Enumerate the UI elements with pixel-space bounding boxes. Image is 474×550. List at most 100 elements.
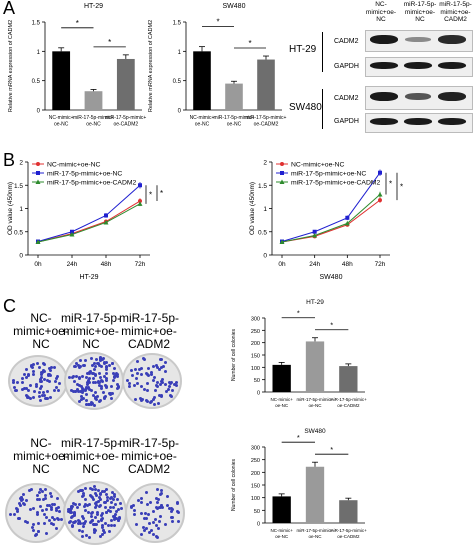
category-label: oe-CADM2 xyxy=(113,122,138,128)
band-cadm2-ht29-3 xyxy=(438,35,466,44)
colony-dot xyxy=(99,491,103,495)
colony-dot xyxy=(40,372,44,376)
colony-dot xyxy=(44,487,48,491)
colony-dot xyxy=(25,498,29,502)
colony-dot xyxy=(116,375,120,379)
colony-dot xyxy=(92,531,96,535)
colony-dot xyxy=(58,382,62,385)
colony-dot xyxy=(139,532,143,536)
colony-dot xyxy=(134,376,138,380)
colony-dot xyxy=(104,487,108,491)
colony-dot xyxy=(82,504,86,508)
category-label: miR-17-5p-mimic+ xyxy=(330,528,367,533)
colony-dot xyxy=(103,506,107,510)
colony-dot xyxy=(16,509,20,513)
dish-label-sw480-2: miR-17-5p-mimic+oe-NC xyxy=(60,436,121,476)
colony-dish-sw480-nc xyxy=(5,483,67,543)
colony-dot xyxy=(142,528,146,532)
bar xyxy=(339,366,358,392)
colony-dot xyxy=(140,500,144,504)
legend-marker xyxy=(280,171,284,175)
legend-marker xyxy=(36,171,40,175)
colony-dot xyxy=(20,376,24,380)
colony-dot xyxy=(39,376,43,380)
colony-dot xyxy=(91,495,95,499)
colony-dot xyxy=(91,511,95,515)
colony-dot xyxy=(98,503,102,507)
colony-dot xyxy=(93,380,97,384)
colony-dot xyxy=(56,374,60,378)
colony-dot xyxy=(152,378,156,382)
y-tick-label: 1 xyxy=(19,206,23,213)
colony-dot xyxy=(84,376,88,380)
colony-dot xyxy=(152,397,156,401)
colony-dot xyxy=(39,386,43,390)
colony-dot xyxy=(100,513,104,517)
colony-dot xyxy=(32,528,36,532)
colony-dot xyxy=(77,390,81,394)
bar xyxy=(272,496,291,523)
colony-dot xyxy=(98,371,102,375)
colony-dot xyxy=(105,386,109,390)
chart-b1-ht29-od: 0 0.5 1 1.5 2 0h 24h 48h 72h HT-29 OD value (450nm… xyxy=(7,160,163,282)
colony-dot xyxy=(100,532,104,536)
colony-dot xyxy=(49,491,53,495)
panel-label-c: C xyxy=(3,296,16,316)
colony-dot xyxy=(110,362,114,366)
colony-dot xyxy=(139,367,143,371)
blot-row-cadm2-ht29: CADM2 xyxy=(334,38,359,45)
colony-dish-sw480-mir xyxy=(63,481,127,545)
bar xyxy=(84,91,103,110)
colony-dot xyxy=(41,371,45,375)
dish-label-sw480-3: miR-17-5p-mimic+oe-CADM2 xyxy=(118,436,179,476)
colony-dot xyxy=(95,513,99,517)
colony-dot xyxy=(114,513,118,517)
colony-dot xyxy=(20,380,24,384)
y-tick-label: 50 xyxy=(254,509,260,515)
colony-dot xyxy=(91,363,95,367)
colony-dot xyxy=(155,383,159,387)
colony-dot xyxy=(144,399,148,403)
colony-dot xyxy=(81,397,85,401)
band-cadm2-ht29-1 xyxy=(370,35,398,44)
colony-dot xyxy=(88,520,92,524)
colony-dot xyxy=(95,522,99,526)
colony-dot xyxy=(80,395,84,399)
colony-dot xyxy=(87,381,91,385)
colony-dot xyxy=(82,363,86,367)
colony-dot xyxy=(101,525,105,529)
colony-dot xyxy=(154,534,158,538)
colony-dot xyxy=(69,388,73,392)
colony-dot xyxy=(148,401,152,404)
colony-dot xyxy=(57,509,61,513)
colony-dot xyxy=(169,506,173,510)
colony-dot xyxy=(98,375,102,379)
series-line xyxy=(37,200,141,243)
colony-dot xyxy=(103,531,107,535)
colony-dot xyxy=(170,388,174,392)
colony-dot xyxy=(170,510,174,514)
colony-dot xyxy=(24,394,28,398)
y-tick-label: 150 xyxy=(251,354,260,360)
colony-dot xyxy=(77,528,81,532)
colony-dot xyxy=(27,489,31,493)
panel-label-a: A xyxy=(3,0,16,18)
significance-star: * xyxy=(400,182,403,191)
colony-dot xyxy=(12,512,16,516)
colony-dot xyxy=(79,522,83,526)
colony-dot xyxy=(55,509,59,513)
colony-dot xyxy=(88,370,92,374)
colony-dot xyxy=(40,489,44,493)
significance-star: * xyxy=(330,321,333,330)
colony-dot xyxy=(43,393,47,397)
colony-dot xyxy=(98,534,102,538)
colony-dot xyxy=(43,513,47,517)
colony-dot xyxy=(151,364,155,368)
colony-dot xyxy=(50,522,54,526)
colony-dot xyxy=(56,388,60,392)
colony-dot xyxy=(56,516,60,520)
colony-dot xyxy=(104,501,107,505)
colony-dot xyxy=(37,521,41,525)
y-axis-label: OD value (450nm) xyxy=(249,182,256,235)
colony-dot xyxy=(132,383,136,387)
